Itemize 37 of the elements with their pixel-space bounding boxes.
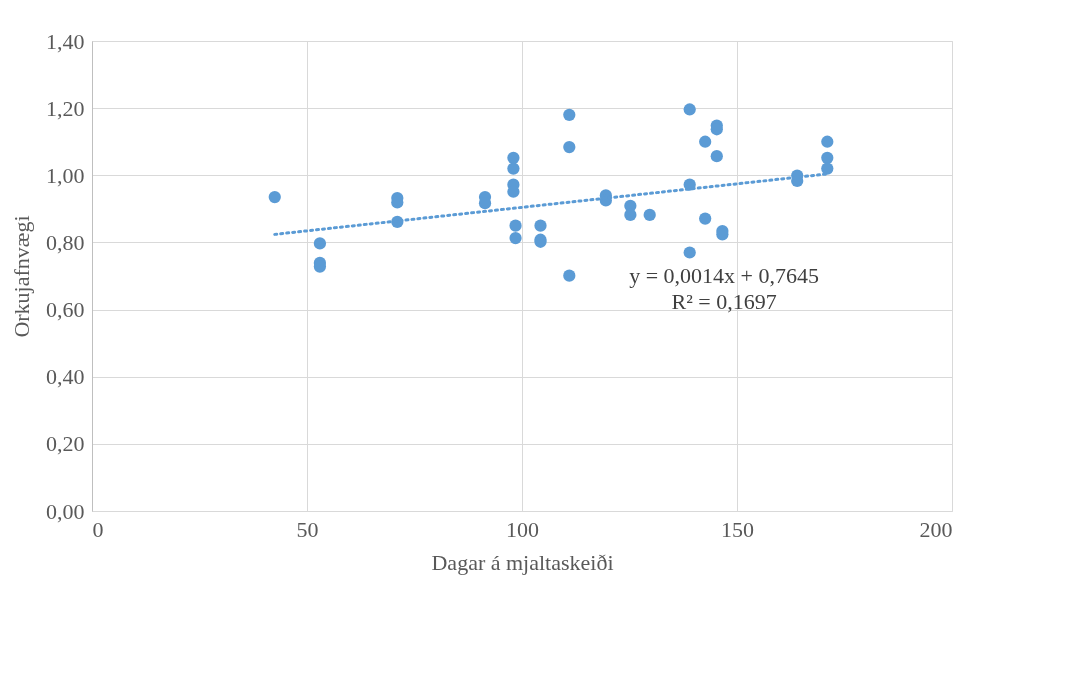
point	[563, 269, 576, 282]
point	[313, 237, 327, 250]
y-tick-label: 1,40	[46, 28, 85, 54]
annotation: y = 0,0014x + 0,7645	[629, 263, 820, 288]
point	[710, 150, 723, 163]
point	[683, 103, 696, 116]
x-tick-label: 0	[92, 516, 104, 542]
point	[821, 162, 834, 175]
annotation: R² = 0,1697	[671, 289, 777, 314]
point	[507, 162, 520, 175]
point	[509, 231, 522, 245]
point	[624, 208, 637, 222]
point	[563, 108, 576, 121]
point	[699, 212, 712, 225]
x-tick-label: 50	[296, 516, 319, 542]
x-tick-label: 200	[919, 516, 953, 542]
x-tick-label: 100	[506, 516, 539, 542]
point	[821, 151, 834, 164]
y-tick-label: 0,80	[46, 229, 85, 255]
x-tick-label: 150	[721, 516, 754, 542]
point	[683, 246, 696, 259]
y-axis-title: Orkujafnvægi	[9, 215, 34, 338]
point	[507, 151, 520, 164]
point	[643, 208, 656, 222]
point	[268, 191, 281, 204]
y-tick-label: 0,60	[46, 297, 85, 323]
y-tick-label: 0,20	[46, 431, 85, 457]
y-tick-label: 1,00	[46, 162, 85, 188]
x-axis-title: Dagar á mjaltaskeiði	[431, 549, 614, 575]
y-tick-label: 0,00	[46, 498, 85, 524]
y-tick-label: 1,20	[46, 95, 85, 121]
point	[699, 135, 712, 148]
point	[509, 219, 522, 232]
point	[563, 140, 576, 154]
point	[534, 219, 547, 232]
y-tick-label: 0,40	[46, 364, 85, 390]
point	[821, 135, 834, 148]
